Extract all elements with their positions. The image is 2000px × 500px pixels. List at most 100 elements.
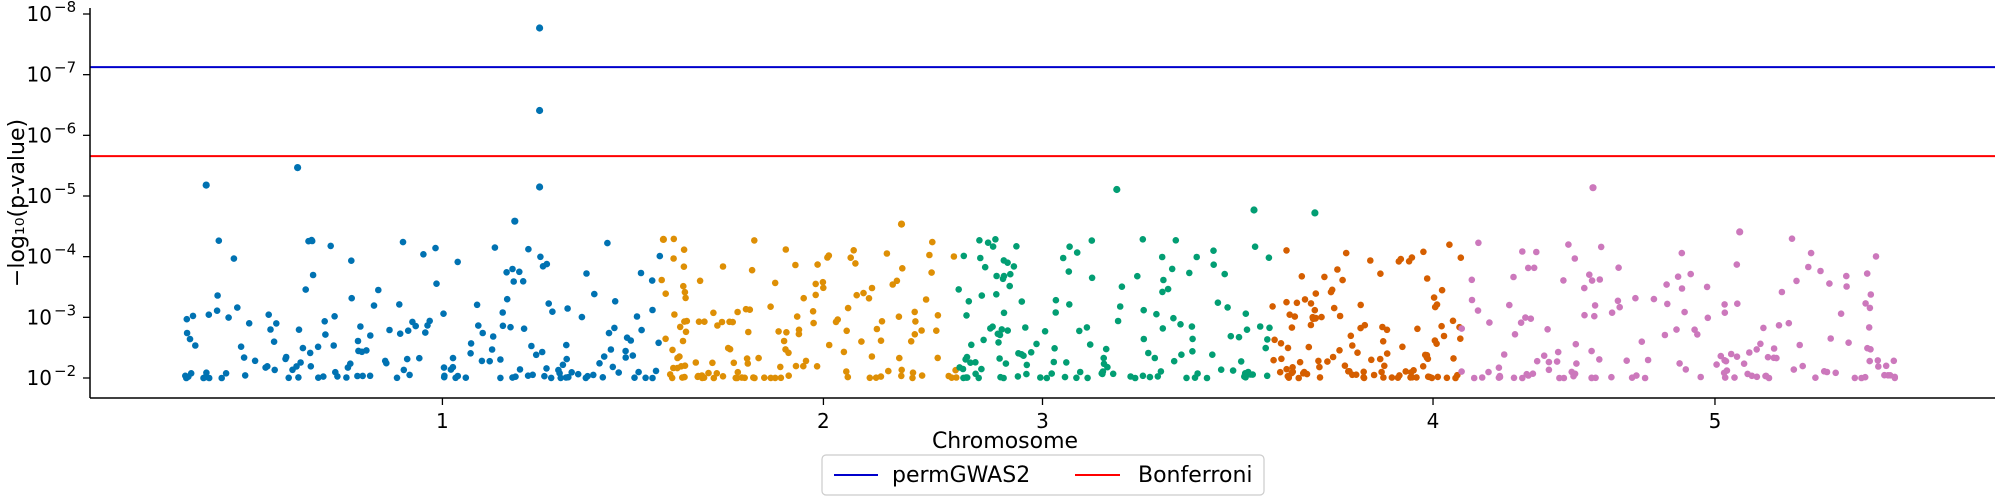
data-point (189, 312, 197, 320)
data-point (432, 244, 439, 252)
data-point (222, 370, 230, 377)
data-point (649, 306, 656, 314)
data-point (1581, 284, 1588, 292)
data-point (396, 330, 404, 338)
data-point (844, 373, 852, 381)
y-tick-exponent: −8 (54, 0, 76, 16)
data-point (386, 326, 393, 334)
data-point (1785, 319, 1793, 327)
data-point (1736, 228, 1744, 236)
data-point (1285, 374, 1293, 382)
data-point (1644, 356, 1652, 364)
data-point (745, 328, 752, 336)
data-point (1843, 272, 1850, 280)
data-point (1793, 277, 1800, 285)
data-points (182, 24, 1899, 382)
data-point (320, 373, 327, 380)
data-point (467, 340, 475, 347)
y-tick-label: 10 −7 (27, 59, 77, 87)
data-point (909, 374, 916, 382)
data-point (536, 24, 544, 32)
data-point (489, 333, 497, 340)
x-tick-label: 2 (817, 409, 830, 433)
data-point (896, 354, 903, 362)
data-point (1139, 236, 1147, 243)
data-point (1812, 374, 1819, 382)
data-point (1291, 313, 1299, 320)
data-point (1283, 247, 1290, 254)
data-point (600, 353, 608, 360)
data-point (1851, 374, 1859, 382)
data-point (670, 235, 678, 243)
data-point (1506, 301, 1513, 309)
data-point (1733, 353, 1741, 361)
data-point (357, 323, 364, 330)
data-point (1862, 300, 1869, 307)
data-point (741, 374, 748, 382)
data-point (1674, 273, 1682, 281)
data-point (658, 276, 665, 284)
data-point (1315, 357, 1322, 365)
data-point (955, 286, 962, 293)
data-point (1478, 374, 1486, 381)
data-point (583, 270, 590, 277)
data-point (1066, 301, 1073, 308)
data-point (1573, 360, 1580, 367)
data-point (878, 318, 886, 325)
data-point (393, 374, 401, 382)
data-point (1486, 319, 1493, 326)
data-point (775, 328, 782, 335)
data-point (237, 343, 245, 351)
data-point (998, 326, 1006, 333)
data-point (898, 372, 905, 380)
data-point (596, 360, 603, 367)
data-point (992, 236, 999, 243)
data-point (981, 263, 989, 271)
data-point (541, 372, 548, 380)
data-point (294, 164, 302, 172)
data-point (909, 369, 917, 377)
data-point (662, 335, 669, 343)
data-point (696, 277, 704, 285)
data-point (1023, 361, 1031, 369)
data-point (1379, 338, 1387, 345)
data-point (1510, 273, 1517, 281)
data-point (1339, 276, 1346, 284)
data-point (537, 253, 544, 261)
data-point (1295, 374, 1302, 382)
data-point (590, 371, 597, 379)
data-point (933, 327, 940, 335)
data-point (1721, 309, 1729, 317)
x-tick-label: 5 (1709, 409, 1722, 433)
data-point (1533, 357, 1541, 365)
data-point (968, 341, 975, 349)
data-point (1066, 243, 1073, 250)
data-point (473, 301, 481, 309)
data-point (850, 247, 857, 254)
data-point (1217, 366, 1225, 374)
data-point (898, 366, 905, 374)
data-point (1159, 288, 1166, 296)
data-point (755, 354, 762, 362)
data-point (1041, 328, 1049, 335)
data-point (433, 280, 440, 288)
data-point (960, 252, 968, 260)
data-point (912, 318, 919, 325)
data-point (1193, 253, 1200, 261)
data-point (240, 354, 248, 361)
data-point (792, 261, 799, 269)
data-point (980, 336, 987, 344)
data-point (967, 359, 974, 367)
data-point (1450, 355, 1457, 362)
data-point (1229, 367, 1237, 374)
data-point (1713, 361, 1720, 368)
data-point (1263, 372, 1271, 380)
data-point (1591, 312, 1598, 320)
data-point (1342, 249, 1350, 257)
data-point (659, 235, 668, 243)
data-point (297, 359, 304, 366)
data-point (899, 265, 906, 272)
data-point (1377, 270, 1384, 278)
data-point (1076, 368, 1084, 376)
data-point (662, 290, 669, 298)
